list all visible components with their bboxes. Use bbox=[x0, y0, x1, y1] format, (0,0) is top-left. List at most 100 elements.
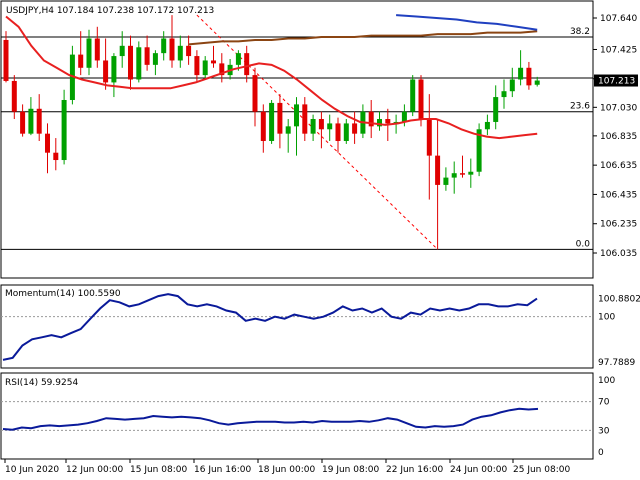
candle-body bbox=[335, 123, 341, 141]
price-tick-label: 107.640 bbox=[600, 14, 637, 24]
price-tick-label: 106.635 bbox=[600, 161, 637, 171]
candle-body bbox=[509, 79, 515, 92]
candle-body bbox=[78, 54, 84, 68]
candle-body bbox=[144, 47, 150, 65]
candle-body bbox=[161, 38, 167, 54]
axes: 107.640107.425107.225107.030106.835106.6… bbox=[4, 14, 640, 475]
last-price-badge bbox=[594, 74, 638, 87]
chart-title: USDJPY,H4 107.184 107.238 107.172 107.21… bbox=[6, 6, 214, 16]
candle-body bbox=[493, 97, 499, 122]
candle-body bbox=[177, 45, 183, 61]
momentum-tick-label: 97.7889 bbox=[598, 358, 635, 368]
candle-body bbox=[244, 53, 250, 76]
time-tick-label: 12 Jun 00:00 bbox=[66, 465, 123, 475]
candle-body bbox=[86, 38, 92, 68]
candle-body bbox=[111, 56, 117, 83]
candle-body bbox=[211, 60, 216, 64]
candle-body bbox=[3, 39, 9, 81]
momentum-line bbox=[2, 293, 538, 361]
time-tick-label: 19 Jun 08:00 bbox=[322, 465, 379, 475]
time-tick-label: 24 Jun 00:00 bbox=[450, 465, 507, 475]
candle-body bbox=[451, 173, 457, 178]
momentum-panel bbox=[0, 284, 594, 369]
candle-body bbox=[302, 104, 308, 134]
candle-body bbox=[426, 119, 432, 156]
time-tick-label: 18 Jun 00:00 bbox=[258, 465, 315, 475]
candle-body bbox=[318, 119, 324, 130]
candle-body bbox=[526, 67, 532, 86]
rsi-tick-label: 100 bbox=[598, 376, 615, 386]
time-tick-label: 25 Jun 08:00 bbox=[513, 465, 570, 475]
candle-body bbox=[269, 102, 275, 141]
candle-body bbox=[45, 133, 50, 153]
candle-body bbox=[169, 38, 175, 61]
candle-body bbox=[310, 119, 316, 134]
candle-body bbox=[501, 91, 507, 98]
candle-body bbox=[285, 126, 291, 134]
candle-body bbox=[418, 79, 424, 120]
candle-body bbox=[20, 111, 26, 134]
candle-body bbox=[534, 80, 540, 85]
candle-body bbox=[252, 75, 258, 112]
candle-body bbox=[28, 108, 34, 134]
candle-body bbox=[294, 104, 299, 127]
price-tick-label: 107.425 bbox=[600, 45, 637, 55]
price-tick-label: 106.235 bbox=[600, 220, 637, 230]
candle-body bbox=[219, 63, 225, 76]
fibo-level-label: 0.0 bbox=[576, 239, 591, 249]
momentum-tick-label: 100.8802 bbox=[598, 295, 640, 305]
candle-body bbox=[260, 111, 266, 141]
candle-body bbox=[327, 123, 333, 130]
rsi-title: RSI(14) 59.9254 bbox=[5, 378, 78, 388]
candle-body bbox=[401, 111, 407, 122]
candle-body bbox=[460, 173, 465, 175]
sma-mid-line bbox=[188, 30, 538, 46]
sma-slow-line bbox=[396, 14, 538, 31]
candle-body bbox=[186, 45, 192, 57]
time-tick-label: 10 Jun 2020 bbox=[5, 465, 59, 475]
momentum-plot bbox=[1, 293, 593, 361]
candle-body bbox=[119, 45, 125, 57]
candle-body bbox=[410, 79, 416, 112]
fibo-level-label: 38.2 bbox=[570, 27, 590, 37]
price-tick-label: 107.030 bbox=[600, 103, 637, 113]
candle-body bbox=[69, 54, 75, 100]
candle-body bbox=[136, 47, 142, 80]
candle-body bbox=[152, 53, 158, 65]
candle-body bbox=[194, 56, 200, 76]
candle-body bbox=[352, 123, 358, 134]
sma-fast-line bbox=[5, 15, 538, 140]
price-plot: 38.2 23.6 0.0 bbox=[1, 14, 593, 250]
candle-body bbox=[277, 102, 283, 134]
candle-body bbox=[36, 108, 42, 134]
candle-body bbox=[202, 60, 208, 76]
fibo-level-label: 23.6 bbox=[570, 102, 590, 112]
price-tick-label: 106.435 bbox=[600, 190, 637, 200]
candle-body bbox=[443, 177, 449, 185]
price-tick-label: 106.835 bbox=[600, 132, 637, 142]
rsi-tick-label: 0 bbox=[598, 448, 604, 458]
last-price-label: 107.213 bbox=[598, 77, 635, 87]
candle-body bbox=[53, 152, 59, 161]
candle-body bbox=[435, 155, 441, 185]
momentum-title: Momentum(14) 100.5590 bbox=[5, 289, 121, 299]
time-tick-label: 15 Jun 08:00 bbox=[130, 465, 187, 475]
candle-body bbox=[94, 38, 100, 61]
candle-body bbox=[61, 99, 67, 161]
candle-body bbox=[11, 80, 17, 112]
rsi-tick-label: 70 bbox=[598, 398, 610, 408]
rsi-line bbox=[2, 407, 539, 431]
momentum-tick-label: 100 bbox=[598, 313, 615, 323]
candle-body bbox=[476, 129, 482, 172]
rsi-tick-label: 30 bbox=[598, 426, 610, 436]
candle-body bbox=[103, 60, 109, 83]
candle-body bbox=[518, 67, 524, 80]
candle-body bbox=[377, 119, 382, 127]
candle-body bbox=[343, 123, 349, 141]
candle-body bbox=[128, 45, 133, 80]
rsi-plot bbox=[1, 401, 593, 431]
candle-body bbox=[468, 171, 474, 175]
candle-body bbox=[385, 119, 391, 124]
time-tick-label: 16 Jun 16:00 bbox=[194, 465, 251, 475]
